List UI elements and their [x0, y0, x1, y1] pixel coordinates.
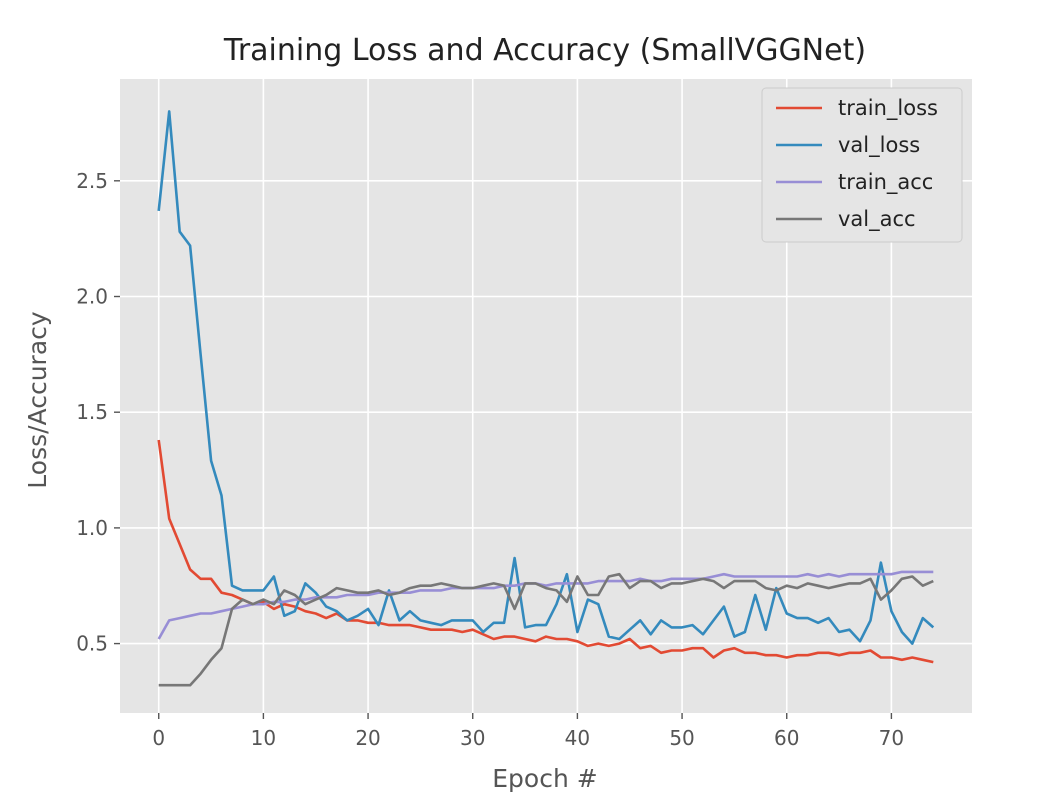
series-group	[157, 110, 935, 687]
legend-label: train_loss	[838, 96, 938, 121]
y-tick-label: 2.0	[76, 285, 108, 309]
y-tick-label: 1.5	[76, 400, 108, 424]
y-axis: 0.5 1.0 1.5 2.0 2.5	[76, 169, 120, 656]
series-line-val-loss	[157, 110, 935, 645]
x-tick-label: 30	[460, 726, 485, 750]
x-tick-label: 60	[774, 726, 799, 750]
x-tick-label: 20	[355, 726, 380, 750]
chart-title: Training Loss and Accuracy (SmallVGGNet)	[223, 33, 866, 68]
legend-label: val_loss	[838, 133, 920, 158]
legend-box	[761, 87, 963, 243]
y-tick-label: 2.5	[76, 169, 108, 193]
x-axis: 0 10 20 30 40 50 60 70	[152, 713, 904, 750]
y-tick-label: 1.0	[76, 516, 108, 540]
y-tick-label: 0.5	[76, 632, 108, 656]
x-tick-label: 40	[565, 726, 590, 750]
series-line-train-acc	[157, 570, 934, 640]
x-tick-label: 10	[251, 726, 276, 750]
series-line-train-loss	[157, 439, 934, 664]
legend: train_loss val_loss train_acc val_acc	[761, 87, 963, 243]
y-axis-label: Loss/Accuracy	[23, 311, 52, 489]
x-tick-label: 50	[669, 726, 694, 750]
series-line-val-acc	[158, 572, 934, 687]
x-axis-label: Epoch #	[492, 764, 597, 793]
x-tick-label: 70	[879, 726, 904, 750]
x-tick-label: 0	[152, 726, 165, 750]
legend-label: train_acc	[838, 170, 933, 195]
legend-label: val_acc	[838, 207, 916, 232]
